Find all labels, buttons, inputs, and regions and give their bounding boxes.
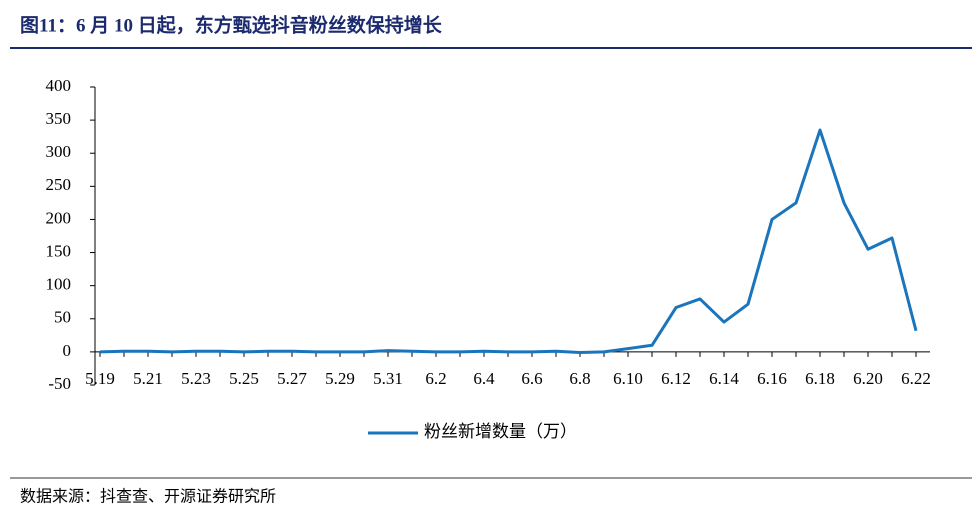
y-tick-label: -50 <box>48 374 71 393</box>
y-tick-label: 100 <box>46 275 72 294</box>
x-tick-label: 5.21 <box>133 369 163 388</box>
x-tick-label: 6.12 <box>661 369 691 388</box>
x-tick-label: 5.23 <box>181 369 211 388</box>
x-tick-label: 6.22 <box>901 369 931 388</box>
legend-label: 粉丝新增数量（万） <box>424 422 577 441</box>
x-tick-label: 6.14 <box>709 369 739 388</box>
y-tick-label: 400 <box>46 76 72 95</box>
x-tick-label: 5.25 <box>229 369 259 388</box>
x-tick-label: 5.19 <box>85 369 115 388</box>
x-tick-label: 6.6 <box>521 369 542 388</box>
x-tick-label: 6.16 <box>757 369 787 388</box>
x-tick-label: 6.10 <box>613 369 643 388</box>
y-tick-label: 50 <box>54 308 71 327</box>
x-tick-label: 5.31 <box>373 369 403 388</box>
x-tick-label: 6.18 <box>805 369 835 388</box>
chart-title: 图11：6 月 10 日起，东方甄选抖音粉丝数保持增长 <box>20 13 443 36</box>
data-line <box>99 128 918 355</box>
y-tick-label: 200 <box>46 208 72 227</box>
y-tick-label: 0 <box>63 341 72 360</box>
y-tick-label: 350 <box>46 109 72 128</box>
x-tick-label: 6.8 <box>569 369 590 388</box>
y-tick-label: 300 <box>46 142 72 161</box>
y-tick-label: 250 <box>46 175 72 194</box>
x-tick-label: 6.4 <box>473 369 495 388</box>
y-tick-label: 150 <box>46 241 72 260</box>
source-note: 数据来源：抖查查、开源证券研究所 <box>20 488 276 506</box>
x-tick-label: 6.2 <box>425 369 446 388</box>
x-tick-label: 5.27 <box>277 369 307 388</box>
x-tick-label: 6.20 <box>853 369 883 388</box>
x-tick-label: 5.29 <box>325 369 355 388</box>
